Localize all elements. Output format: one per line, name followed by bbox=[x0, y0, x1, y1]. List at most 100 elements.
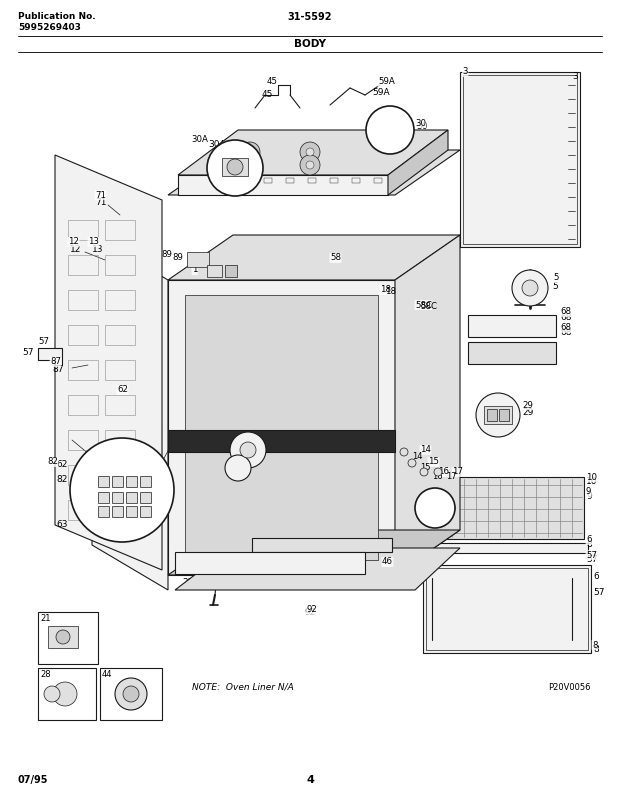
Bar bbox=[308, 178, 316, 183]
Text: 8: 8 bbox=[586, 540, 591, 549]
Text: 46: 46 bbox=[382, 565, 393, 574]
Bar bbox=[484, 406, 512, 424]
Polygon shape bbox=[168, 280, 395, 575]
Text: 68: 68 bbox=[560, 313, 572, 322]
Text: 21: 21 bbox=[40, 614, 50, 623]
Circle shape bbox=[207, 140, 263, 196]
Text: 89: 89 bbox=[161, 250, 172, 259]
Text: 5: 5 bbox=[552, 282, 558, 291]
Text: 68: 68 bbox=[560, 328, 572, 337]
Text: 59: 59 bbox=[445, 505, 456, 514]
Text: 58: 58 bbox=[330, 254, 341, 262]
Bar bbox=[428, 543, 588, 553]
Text: 17: 17 bbox=[446, 472, 456, 481]
Text: Publication No.: Publication No. bbox=[18, 12, 95, 21]
Circle shape bbox=[476, 393, 520, 437]
Bar bbox=[112, 476, 123, 487]
Text: 15: 15 bbox=[420, 463, 430, 472]
Bar bbox=[374, 178, 382, 183]
Bar bbox=[126, 476, 137, 487]
Text: 18: 18 bbox=[385, 287, 396, 296]
Bar bbox=[68, 290, 98, 310]
Bar bbox=[100, 668, 162, 720]
Bar bbox=[352, 178, 360, 183]
Text: 68: 68 bbox=[560, 323, 571, 333]
Bar bbox=[105, 395, 135, 415]
Bar bbox=[105, 360, 135, 380]
Bar bbox=[187, 252, 209, 267]
Circle shape bbox=[53, 682, 77, 706]
Text: 68: 68 bbox=[560, 307, 571, 317]
Circle shape bbox=[300, 155, 320, 175]
Circle shape bbox=[246, 161, 254, 169]
Text: 44: 44 bbox=[102, 670, 112, 679]
Bar bbox=[225, 265, 237, 277]
Text: 1: 1 bbox=[192, 265, 198, 274]
Bar bbox=[499, 409, 509, 421]
Text: 57: 57 bbox=[586, 555, 598, 564]
Circle shape bbox=[227, 159, 243, 175]
Text: 8: 8 bbox=[592, 641, 598, 649]
Bar bbox=[252, 538, 392, 552]
Text: 31-5592: 31-5592 bbox=[288, 12, 332, 22]
Text: 57: 57 bbox=[593, 588, 604, 597]
Text: 5: 5 bbox=[553, 273, 559, 283]
Text: 8: 8 bbox=[593, 645, 599, 654]
Text: 10: 10 bbox=[586, 477, 598, 486]
Bar bbox=[468, 342, 556, 364]
Text: 37: 37 bbox=[235, 413, 246, 423]
Polygon shape bbox=[388, 130, 448, 195]
Text: 29: 29 bbox=[522, 408, 533, 417]
Bar bbox=[168, 430, 395, 452]
Circle shape bbox=[115, 678, 147, 710]
Circle shape bbox=[306, 148, 314, 156]
Text: 62: 62 bbox=[117, 386, 128, 394]
Text: P20V0056: P20V0056 bbox=[548, 683, 590, 692]
Circle shape bbox=[306, 161, 314, 169]
Text: 41: 41 bbox=[304, 555, 316, 564]
Bar bbox=[126, 492, 137, 503]
Text: 82: 82 bbox=[56, 475, 68, 484]
Text: 07/95: 07/95 bbox=[18, 775, 48, 785]
Polygon shape bbox=[168, 235, 460, 280]
Bar bbox=[38, 612, 98, 664]
Polygon shape bbox=[168, 150, 460, 195]
Text: 59A: 59A bbox=[372, 88, 389, 97]
Bar bbox=[112, 492, 123, 503]
Text: 9: 9 bbox=[586, 487, 591, 496]
Text: 6: 6 bbox=[586, 536, 591, 544]
Bar bbox=[264, 178, 272, 183]
Text: 16: 16 bbox=[438, 468, 449, 476]
Text: 28: 28 bbox=[40, 670, 51, 679]
Circle shape bbox=[240, 155, 260, 175]
Text: 13: 13 bbox=[92, 245, 104, 254]
Text: 58A: 58A bbox=[355, 330, 372, 340]
Text: 56: 56 bbox=[238, 537, 249, 546]
Text: 17: 17 bbox=[452, 468, 463, 476]
Text: 59: 59 bbox=[424, 495, 435, 505]
Text: 29: 29 bbox=[522, 401, 533, 409]
Bar bbox=[487, 409, 497, 421]
Bar bbox=[105, 290, 135, 310]
Text: 13: 13 bbox=[88, 238, 99, 246]
Text: 92: 92 bbox=[304, 608, 316, 617]
Bar bbox=[140, 506, 151, 517]
Text: 56: 56 bbox=[240, 536, 251, 544]
Circle shape bbox=[230, 432, 266, 468]
Bar bbox=[140, 476, 151, 487]
Bar bbox=[426, 568, 588, 650]
Circle shape bbox=[70, 438, 174, 542]
Text: 4: 4 bbox=[306, 775, 314, 785]
Text: 46: 46 bbox=[382, 558, 393, 566]
Text: 57: 57 bbox=[38, 337, 49, 347]
Text: 57: 57 bbox=[22, 348, 33, 357]
Bar bbox=[98, 492, 109, 503]
Bar bbox=[105, 255, 135, 275]
Bar bbox=[68, 360, 98, 380]
Bar bbox=[220, 178, 228, 183]
Polygon shape bbox=[395, 235, 460, 575]
Bar bbox=[468, 315, 556, 337]
Bar bbox=[68, 220, 98, 240]
Text: 87: 87 bbox=[52, 365, 63, 374]
Bar bbox=[423, 565, 591, 653]
